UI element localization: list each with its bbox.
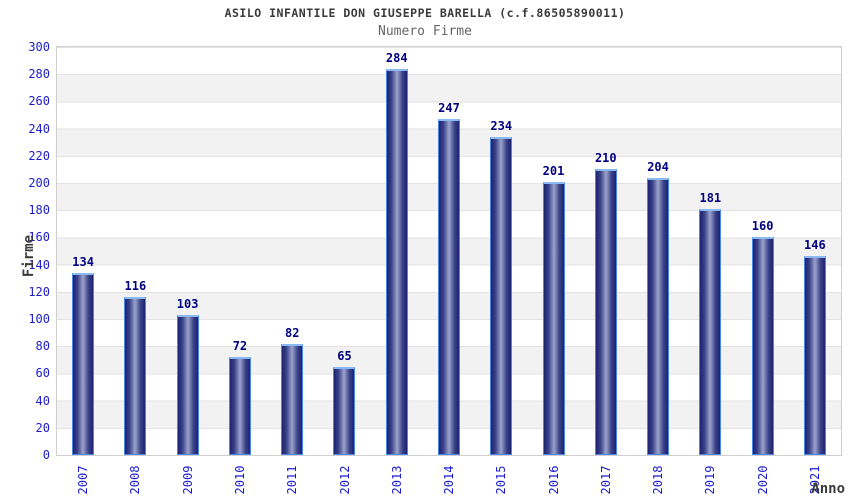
- bar-slot-2021: 146: [789, 47, 841, 455]
- bar-value-label-2019: 181: [699, 190, 722, 205]
- bar-slot-2012: 65: [318, 47, 370, 455]
- bar-value-label-2015: 234: [490, 118, 513, 133]
- y-tick-label-80: 80: [35, 339, 50, 354]
- bar-slot-2014: 247: [423, 47, 475, 455]
- y-tick-label-280: 280: [28, 67, 50, 82]
- bar-2011: [281, 343, 304, 455]
- y-tick-label-220: 220: [28, 148, 50, 163]
- x-tick-label-2009: 2009: [180, 465, 195, 495]
- x-axis-title: Anno: [811, 481, 845, 497]
- bar-slot-2017: 210: [580, 47, 632, 455]
- bar-value-label-2007: 134: [72, 254, 94, 269]
- bar-2009: [176, 314, 199, 455]
- bar-value-label-2010: 72: [232, 339, 248, 354]
- bar-2007: [72, 272, 95, 455]
- y-tick-label-100: 100: [28, 312, 50, 326]
- plot-area: 134 116 103 72 82 65 284 247 234 201 210 204 181 160 1…: [56, 46, 842, 456]
- x-tick-label-2017: 2017: [598, 465, 613, 495]
- bar-value-label-2009: 103: [176, 296, 199, 311]
- bar-2010: [228, 357, 251, 455]
- bar-2018: [647, 177, 670, 455]
- bar-value-label-2018: 204: [647, 159, 669, 174]
- x-tick-label-2018: 2018: [651, 465, 666, 495]
- x-tick-label-2007: 2007: [76, 465, 91, 495]
- y-tick-label-180: 180: [28, 203, 50, 218]
- bar-2017: [594, 169, 617, 455]
- bar-value-label-2021: 146: [804, 238, 826, 253]
- bar-slot-2015: 234: [475, 47, 527, 455]
- x-tick-label-2008: 2008: [128, 465, 143, 495]
- bar-value-label-2014: 247: [438, 101, 460, 116]
- x-tick-label-2015: 2015: [494, 465, 509, 495]
- y-tick-label-40: 40: [35, 393, 50, 408]
- y-tick-label-200: 200: [28, 176, 50, 190]
- bar-value-label-2011: 82: [284, 325, 300, 340]
- bar-slot-2018: 204: [632, 47, 684, 455]
- bar-slot-2009: 103: [162, 47, 214, 455]
- bar-2019: [699, 208, 722, 455]
- bar-value-label-2008: 116: [124, 279, 147, 294]
- y-axis: 0 20 40 60 80 100 120 140 160 180 200 220 240 260 280 3…: [0, 40, 50, 462]
- x-tick-label-2012: 2012: [337, 465, 352, 495]
- y-tick-label-300: 300: [28, 40, 50, 54]
- bar-value-label-2016: 201: [542, 163, 565, 178]
- bar-2021: [803, 256, 826, 455]
- bar-value-label-2017: 210: [594, 151, 617, 166]
- bar-slot-2007: 134: [57, 47, 109, 455]
- bar-slot-2008: 116: [109, 47, 161, 455]
- y-tick-label-60: 60: [35, 366, 50, 381]
- bar-slot-2010: 72: [214, 47, 266, 455]
- x-tick-label-2011: 2011: [285, 465, 300, 495]
- y-tick-label-20: 20: [35, 420, 50, 435]
- bar-2013: [385, 68, 408, 455]
- chart-subtitle: Numero Firme: [378, 24, 472, 39]
- bar-slot-2016: 201: [527, 47, 579, 455]
- bar-2012: [333, 366, 356, 455]
- y-tick-label-120: 120: [28, 284, 50, 299]
- bar-2014: [437, 119, 460, 455]
- y-axis-title: Firme: [21, 234, 37, 278]
- x-tick-label-2013: 2013: [389, 465, 404, 495]
- bar-2020: [751, 237, 774, 455]
- y-tick-label-240: 240: [28, 121, 50, 136]
- bar-slot-2013: 284: [371, 47, 423, 455]
- bar-slot-2019: 181: [684, 47, 736, 455]
- bar-value-label-2013: 284: [385, 50, 408, 65]
- bar-slot-2011: 82: [266, 47, 318, 455]
- x-tick-label-2020: 2020: [755, 465, 770, 495]
- x-tick-label-2019: 2019: [703, 465, 718, 495]
- bar-slot-2020: 160: [736, 47, 788, 455]
- chart-title: ASILO INFANTILE DON GIUSEPPE BARELLA (c.…: [224, 6, 626, 20]
- bar-2008: [124, 297, 147, 455]
- x-tick-label-2010: 2010: [232, 465, 247, 495]
- y-tick-label-160: 160: [28, 230, 50, 245]
- x-tick-label-2016: 2016: [546, 465, 561, 495]
- y-tick-label-260: 260: [28, 94, 50, 109]
- bar-value-label-2020: 160: [751, 219, 774, 234]
- y-tick-label-140: 140: [28, 257, 50, 272]
- x-tick-label-2014: 2014: [442, 465, 456, 495]
- bar-2016: [542, 181, 565, 455]
- y-tick-label-0: 0: [42, 448, 50, 462]
- x-axis: 2007 2008 2009 2010 2011 2012 2013 2014 2015 2016…: [57, 455, 841, 500]
- bar-2015: [490, 136, 513, 455]
- bar-value-label-2012: 65: [337, 348, 352, 363]
